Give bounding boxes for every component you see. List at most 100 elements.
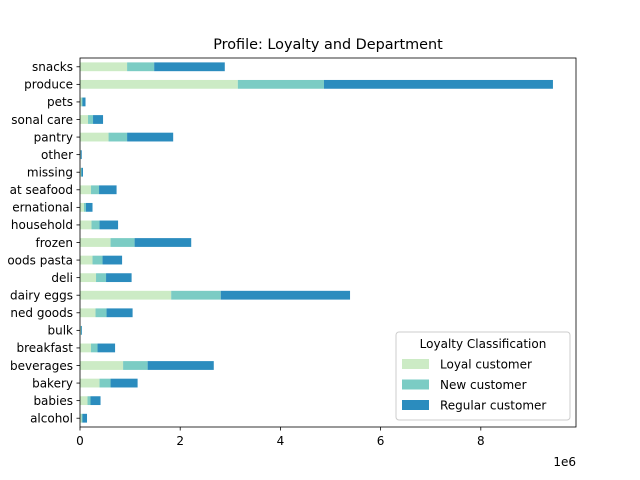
bar-missing-new-customer — [81, 167, 82, 177]
bar-pantry-new-customer — [108, 132, 128, 142]
bar-produce-regular-customer — [323, 79, 553, 89]
legend: Loyalty Classification Loyal customer New… — [395, 331, 571, 421]
legend-label-loyal-customer: Loyal customer — [440, 358, 532, 372]
y-tick-label-beverages: beverages — [10, 359, 73, 373]
bar-household-regular-customer — [99, 220, 119, 230]
legend-box — [395, 331, 571, 421]
bar-beverages-loyal-customer — [80, 361, 124, 370]
y-tick-label-snacks: snacks — [32, 60, 73, 74]
bar-dry-goods-pasta-loyal-customer — [80, 255, 93, 265]
bar-deli-loyal-customer — [80, 273, 97, 283]
y-tick-label-missing: missing — [27, 166, 73, 180]
bar-babies-new-customer — [87, 396, 91, 406]
bar-pets-regular-customer — [82, 97, 86, 107]
bars-layer — [80, 62, 553, 423]
y-tick-label-canned-goods: ned goods — [10, 306, 73, 320]
bar-beverages-regular-customer — [147, 361, 214, 370]
y-tick-label-babies: babies — [33, 394, 73, 408]
bar-canned-goods-regular-customer — [106, 308, 133, 318]
bar-dairy-eggs-new-customer — [171, 290, 221, 300]
bar-dairy-eggs-regular-customer — [220, 290, 351, 300]
legend-title: Loyalty Classification — [420, 337, 547, 351]
y-tick-label-breakfast: breakfast — [16, 341, 73, 355]
bar-frozen-new-customer — [110, 238, 135, 247]
bar-dairy-eggs-loyal-customer — [80, 290, 172, 300]
y-tick-label-dairy-eggs: dairy eggs — [10, 289, 73, 303]
bar-international-loyal-customer — [80, 202, 85, 212]
x-axis-scale-label: 1e6 — [553, 455, 576, 469]
bar-pets-loyal-customer — [80, 97, 82, 107]
bar-beverages-new-customer — [123, 361, 148, 370]
bar-pantry-loyal-customer — [80, 132, 109, 142]
bar-bulk-new-customer — [80, 325, 82, 335]
bar-bakery-regular-customer — [110, 378, 138, 388]
bar-international-regular-customer — [86, 202, 93, 212]
y-tick-label-bakery: bakery — [32, 376, 73, 390]
bar-canned-goods-loyal-customer — [80, 308, 96, 318]
bar-alcohol-new-customer — [81, 413, 83, 423]
bar-pantry-regular-customer — [127, 132, 174, 142]
x-tick-label-4: 8 — [477, 434, 485, 448]
bar-breakfast-new-customer — [91, 343, 98, 353]
y-tick-label-deli: deli — [51, 271, 73, 285]
x-tick-label-1: 2 — [176, 434, 184, 448]
y-tick-label-dry-goods-pasta: oods pasta — [7, 253, 73, 267]
plot-frame — [79, 57, 577, 428]
bar-personal-care-regular-customer — [93, 115, 104, 124]
y-axis: alcohol babies bakery beverages breakfast bul… — [7, 60, 80, 426]
bar-alcohol-regular-customer — [82, 413, 88, 423]
bar-meat-seafood-loyal-customer — [80, 185, 92, 195]
legend-label-new-customer: New customer — [440, 378, 527, 392]
bar-snacks-regular-customer — [154, 62, 225, 72]
bar-dry-goods-pasta-new-customer — [92, 255, 103, 265]
bar-deli-regular-customer — [106, 273, 132, 283]
y-tick-label-bulk: bulk — [47, 324, 73, 338]
bar-produce-loyal-customer — [80, 79, 238, 89]
bar-missing-loyal-customer — [80, 167, 81, 177]
bar-canned-goods-new-customer — [95, 308, 107, 318]
bar-household-new-customer — [91, 220, 100, 230]
y-tick-label-meat-seafood: at seafood — [10, 183, 73, 197]
bar-household-loyal-customer — [80, 220, 92, 230]
bar-dry-goods-pasta-regular-customer — [102, 255, 123, 265]
chart-title: Profile: Loyalty and Department — [213, 37, 443, 53]
y-tick-label-frozen: frozen — [35, 236, 73, 250]
bar-alcohol-loyal-customer — [80, 413, 82, 423]
bar-bakery-new-customer — [99, 378, 111, 388]
bar-frozen-regular-customer — [134, 238, 192, 247]
x-axis: 0 2 4 6 8 — [76, 427, 485, 448]
bar-other-regular-customer — [80, 150, 82, 160]
bar-meat-seafood-new-customer — [91, 185, 100, 195]
y-tick-label-household: household — [11, 218, 73, 232]
y-tick-label-produce: produce — [24, 78, 73, 92]
y-tick-label-other: other — [41, 148, 73, 162]
y-tick-label-international: ernational — [12, 201, 73, 215]
bar-bakery-loyal-customer — [80, 378, 100, 388]
bar-produce-new-customer — [237, 79, 324, 89]
bar-missing-regular-customer — [81, 167, 83, 177]
x-tick-label-3: 6 — [377, 434, 385, 448]
bar-meat-seafood-regular-customer — [99, 185, 117, 195]
bar-personal-care-loyal-customer — [80, 115, 89, 124]
bar-breakfast-loyal-customer — [80, 343, 92, 353]
bar-frozen-loyal-customer — [80, 238, 111, 247]
y-tick-label-personal-care: sonal care — [11, 113, 73, 127]
y-tick-label-alcohol: alcohol — [30, 412, 73, 426]
y-tick-label-pets: pets — [47, 95, 73, 109]
y-tick-label-pantry: pantry — [34, 130, 73, 144]
bar-babies-regular-customer — [90, 396, 101, 406]
x-tick-label-2: 4 — [277, 434, 285, 448]
bar-snacks-new-customer — [127, 62, 155, 72]
bar-babies-loyal-customer — [80, 396, 88, 406]
bar-deli-new-customer — [96, 273, 107, 283]
legend-swatch-loyal-customer — [402, 359, 429, 369]
bar-breakfast-regular-customer — [97, 343, 116, 353]
legend-label-regular-customer: Regular customer — [440, 399, 546, 413]
bar-international-new-customer — [84, 202, 87, 212]
bar-bulk-regular-customer — [81, 325, 82, 335]
legend-swatch-regular-customer — [402, 400, 429, 410]
x-tick-label-0: 0 — [76, 434, 84, 448]
legend-swatch-new-customer — [402, 379, 429, 390]
